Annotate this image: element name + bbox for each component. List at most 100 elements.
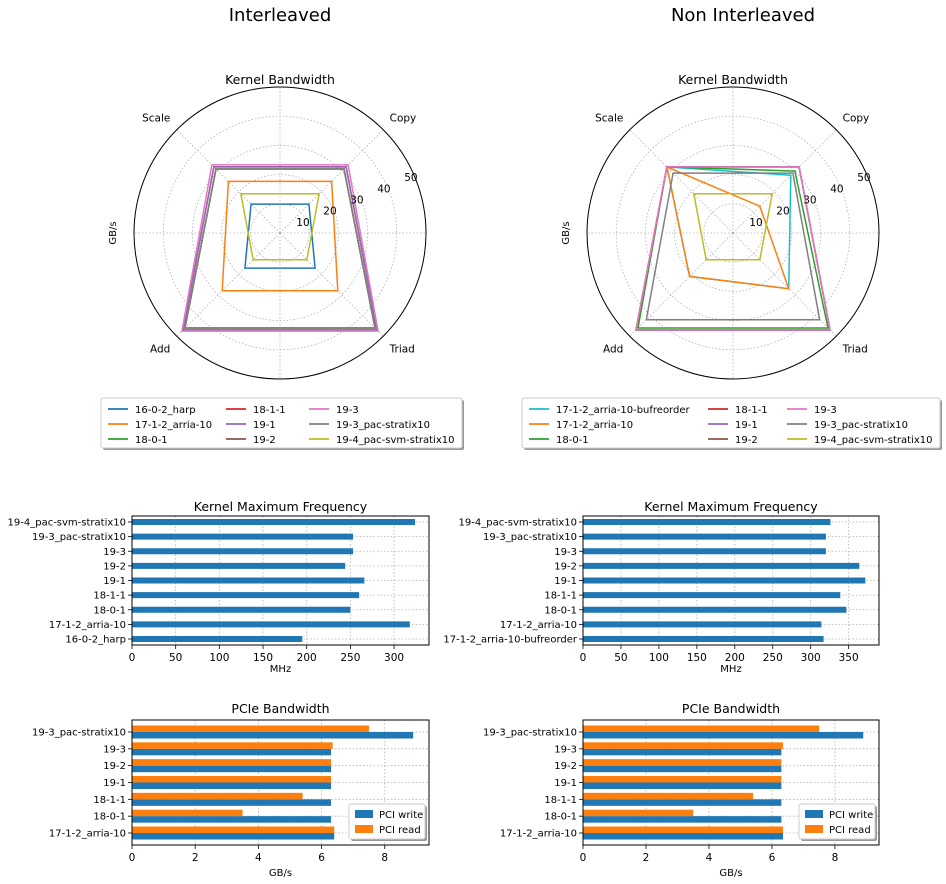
y-tick-label: 19-1 — [103, 778, 126, 789]
y-tick-label: 17-1-2_arria-10-bufreorder — [443, 635, 577, 646]
bar — [132, 592, 360, 599]
bar-chart-frequency-interleaved: Kernel Maximum Frequency 0 50 100 150 200 250 3… — [8, 499, 430, 675]
series-line — [244, 203, 316, 269]
radial-tick-label: 30 — [803, 194, 816, 206]
angular-gridline — [629, 129, 734, 234]
bar-pci-write — [132, 748, 332, 756]
y-tick-label: 17-1-2_arria-10 — [500, 829, 577, 840]
x-tick-label: 8 — [832, 852, 839, 864]
series-line — [645, 172, 821, 321]
bar-pci-write — [583, 799, 782, 806]
bar-chart-pcie-non-interleaved: PCIe Bandwidth 0 2 4 6 8 GB/s 17-1-2_arria-10 18… — [483, 701, 880, 879]
y-tick-label: 18-0-1 — [93, 812, 126, 823]
y-tick-label: 18-0-1 — [544, 812, 577, 823]
bar-pci-read — [583, 759, 782, 766]
radial-tick-label: 30 — [350, 194, 363, 206]
series-line — [692, 193, 774, 261]
legend-label: 19-4_pac-svm-stratix10 — [336, 435, 454, 446]
bar-pci-read — [132, 725, 369, 732]
x-tick-label: 150 — [687, 652, 707, 664]
bar-pci-read — [132, 776, 332, 783]
y-tick-label: 18-1-1 — [93, 795, 126, 806]
legend-label: 19-4_pac-svm-stratix10 — [814, 435, 932, 446]
chart-title: Kernel Maximum Frequency — [644, 499, 818, 514]
bar-pci-read — [132, 759, 332, 766]
bar-pci-read — [583, 792, 754, 800]
y-tick-label: 17-1-2_arria-10 — [49, 620, 126, 631]
axis-label: Add — [150, 344, 170, 356]
bar-pci-write — [132, 732, 414, 739]
bar — [132, 519, 416, 525]
legend-label: 19-1 — [253, 420, 276, 431]
x-tick-label: 50 — [614, 652, 627, 664]
x-axis-label: MHz — [270, 664, 291, 675]
legend-label: 17-1-2_arria-10 — [135, 420, 212, 431]
chart-title: Kernel Bandwidth — [225, 72, 335, 87]
legend-label: 19-2 — [735, 435, 758, 446]
panel-title-interleaved: Interleaved — [229, 5, 332, 26]
legend-box — [100, 397, 463, 449]
bar — [583, 592, 841, 599]
y-tick-label: 19-1 — [554, 778, 577, 789]
legend-swatch — [805, 825, 823, 833]
x-tick-label: 4 — [706, 852, 713, 864]
radar-chart-non-interleaved: Kernel Bandwidth GB/s Copy Scale Add Triad 10 2… — [521, 72, 942, 450]
y-tick-label: 19-2 — [103, 761, 126, 772]
bar — [583, 577, 866, 584]
radial-tick-label: 40 — [830, 183, 843, 195]
y-tick-label: 19-1 — [554, 576, 577, 587]
axes-frame — [131, 515, 430, 646]
bar-pci-write — [132, 833, 335, 840]
x-tick-label: 100 — [209, 652, 229, 664]
series-line — [635, 166, 831, 331]
bar-pci-write — [132, 782, 332, 789]
x-tick-label: 6 — [318, 852, 325, 864]
y-axis-label: GB/s — [561, 221, 572, 244]
y-tick-label: 17-1-2_arria-10 — [500, 620, 577, 631]
axis-label: Triad — [389, 344, 415, 356]
legend-label: 19-2 — [253, 435, 276, 446]
bar-pci-write — [132, 799, 332, 806]
series-line — [239, 193, 321, 261]
chart-title: Kernel Bandwidth — [678, 72, 788, 87]
bar — [132, 533, 354, 540]
legend-box — [521, 397, 941, 449]
legend-label: 18-1-1 — [735, 405, 768, 416]
legend-label: 19-3 — [814, 405, 837, 416]
x-tick-label: 0 — [129, 652, 136, 664]
axis-label: Scale — [595, 112, 623, 124]
bar-pci-write — [132, 765, 332, 773]
radial-tick-label: 50 — [404, 172, 417, 184]
axes-frame — [582, 719, 880, 846]
bar-pci-write — [583, 765, 782, 773]
legend-label: PCI write — [829, 810, 873, 821]
bar-pci-write — [583, 732, 864, 739]
y-tick-label: 19-2 — [103, 561, 126, 572]
y-tick-label: 19-2 — [554, 761, 577, 772]
legend-label: 19-3_pac-stratix10 — [814, 420, 908, 431]
x-tick-label: 0 — [580, 852, 587, 864]
bar — [132, 562, 346, 569]
radar-frame — [133, 86, 427, 380]
bar-pci-write — [583, 833, 783, 840]
x-tick-label: 300 — [384, 652, 404, 664]
x-tick-label: 0 — [129, 852, 136, 864]
x-axis-label: GB/s — [269, 868, 292, 879]
axis-label: Add — [603, 344, 623, 356]
bar-pci-read — [132, 792, 303, 800]
bar-chart-frequency-non-interleaved: Kernel Maximum Frequency 0 50 100 150 200 250 3… — [443, 499, 880, 675]
y-tick-label: 19-1 — [103, 576, 126, 587]
legend-swatch — [355, 810, 373, 818]
axes-frame — [582, 515, 880, 646]
y-tick-label: 17-1-2_arria-10 — [49, 829, 126, 840]
bar-pci-read — [583, 826, 783, 833]
bar-pci-write — [583, 782, 782, 789]
x-tick-label: 200 — [725, 652, 745, 664]
y-tick-label: 19-3 — [103, 744, 126, 755]
radial-tick-label: 10 — [296, 217, 309, 229]
y-tick-label: 19-4_pac-svm-stratix10 — [459, 518, 577, 529]
legend-label: 17-1-2_arria-10 — [556, 420, 633, 431]
bar-pci-read — [583, 725, 820, 732]
legend-label: 18-0-1 — [556, 435, 589, 446]
